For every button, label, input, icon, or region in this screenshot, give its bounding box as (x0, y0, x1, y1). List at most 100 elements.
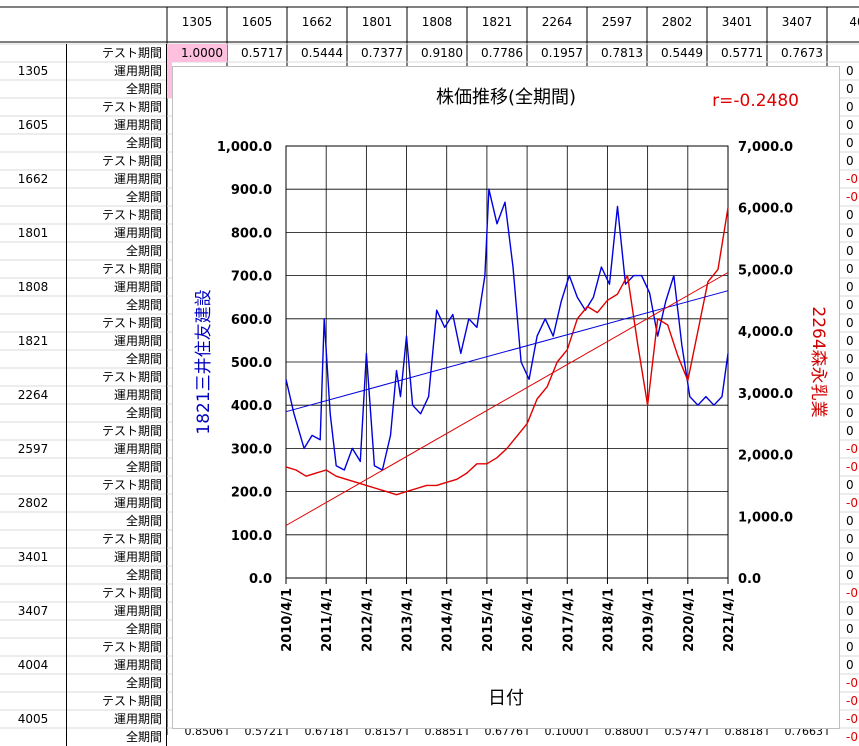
period-label[interactable]: テスト期間 (67, 368, 167, 386)
right-edge-value[interactable]: 0 (846, 352, 854, 366)
right-edge-value[interactable]: -0 (846, 442, 858, 456)
cell-value[interactable]: 0.7673 (781, 46, 823, 60)
period-label[interactable]: 運用期間 (67, 386, 167, 404)
bottom-cell-value[interactable]: 0.1000 (544, 726, 584, 738)
period-label[interactable]: 運用期間 (67, 224, 167, 242)
right-edge-value[interactable]: 0 (846, 100, 854, 114)
row-group-label-3401[interactable]: 3401 (0, 530, 67, 584)
right-edge-value[interactable]: 0 (846, 658, 854, 672)
period-label[interactable]: 運用期間 (67, 656, 167, 674)
period-label[interactable]: 全期間 (67, 242, 167, 260)
chart-panel[interactable]: 株価推移(全期間) r=-0.2480 0.0 100.0 200.0 300.0 40… (172, 66, 840, 729)
bottom-cell-value[interactable]: 0.8506 (184, 726, 224, 738)
period-label[interactable]: テスト期間 (67, 206, 167, 224)
column-header-1662[interactable]: 1662 (301, 15, 333, 29)
period-label[interactable]: テスト期間 (67, 422, 167, 440)
period-label[interactable]: 全期間 (67, 566, 167, 584)
period-label[interactable]: 全期間 (67, 188, 167, 206)
row-group-label-4005[interactable]: 4005 (0, 692, 67, 746)
row-group-label-2264[interactable]: 2264 (0, 368, 67, 422)
period-label[interactable]: 全期間 (67, 620, 167, 638)
period-label[interactable]: テスト期間 (67, 98, 167, 116)
cell-value[interactable]: 0.9180 (421, 46, 463, 60)
bottom-cell-value[interactable]: 0.6718 (304, 726, 344, 738)
period-label[interactable]: テスト期間 (67, 314, 167, 332)
right-edge-value[interactable]: 0 (846, 514, 854, 528)
column-header-3407[interactable]: 3407 (781, 15, 813, 29)
cell-value[interactable]: 0.1957 (541, 46, 583, 60)
period-label[interactable]: 運用期間 (67, 494, 167, 512)
right-edge-value[interactable]: -0 (846, 712, 858, 726)
period-label[interactable]: 全期間 (67, 350, 167, 368)
corner-col-label[interactable] (110, 8, 165, 26)
period-label[interactable]: テスト期間 (67, 476, 167, 494)
bottom-cell-value[interactable]: 0.8851 (424, 726, 464, 738)
cell-value[interactable]: 1.0000 (167, 44, 227, 62)
period-label[interactable]: テスト期間 (67, 692, 167, 710)
column-header-2802[interactable]: 2802 (661, 15, 693, 29)
right-edge-value[interactable]: 0 (846, 64, 854, 78)
column-header-1605[interactable]: 1605 (241, 15, 273, 29)
period-label[interactable]: テスト期間 (67, 260, 167, 278)
bottom-cell-value[interactable]: 0.5721 (244, 726, 284, 738)
row-group-label-1662[interactable]: 1662 (0, 152, 67, 206)
corner-row-label[interactable] (2, 24, 68, 42)
right-edge-value[interactable]: 0 (846, 118, 854, 132)
column-header-1821[interactable]: 1821 (481, 15, 513, 29)
cell-value[interactable]: 0.7786 (481, 46, 523, 60)
right-edge-value[interactable]: 0 (846, 154, 854, 168)
column-header-2597[interactable]: 2597 (601, 15, 633, 29)
right-edge-value[interactable]: 0 (846, 82, 854, 96)
row-group-label-1605[interactable]: 1605 (0, 98, 67, 152)
right-edge-value[interactable]: -0 (846, 676, 858, 690)
period-label[interactable]: 運用期間 (67, 170, 167, 188)
period-label[interactable]: 運用期間 (67, 116, 167, 134)
cell-value[interactable]: 0.7377 (361, 46, 403, 60)
bottom-cell-value[interactable]: 0.8157 (364, 726, 404, 738)
period-label[interactable]: テスト期間 (67, 584, 167, 602)
period-label[interactable]: テスト期間 (67, 638, 167, 656)
right-edge-value[interactable]: -0 (846, 694, 858, 708)
cell-value[interactable]: 0.5771 (721, 46, 763, 60)
row-group-label-1801[interactable]: 1801 (0, 206, 67, 260)
row-group-label-4004[interactable]: 4004 (0, 638, 67, 692)
period-label[interactable]: 全期間 (67, 80, 167, 98)
period-label[interactable]: 全期間 (67, 512, 167, 530)
right-edge-value[interactable]: 0 (846, 622, 854, 636)
right-edge-value[interactable]: 0 (846, 136, 854, 150)
right-edge-value[interactable]: 0 (846, 208, 854, 222)
bottom-cell-value[interactable]: 0.8800 (604, 726, 644, 738)
row-group-label-1305[interactable]: 1305 (0, 44, 67, 98)
highlight-strip[interactable] (167, 62, 172, 98)
row-group-label-2802[interactable]: 2802 (0, 476, 67, 530)
right-edge-value[interactable]: 0 (846, 532, 854, 546)
period-label[interactable]: テスト期間 (67, 530, 167, 548)
period-label[interactable]: 全期間 (67, 404, 167, 422)
bottom-cell-value[interactable]: 0.6776 (484, 726, 524, 738)
right-edge-value[interactable]: 0 (846, 316, 854, 330)
right-edge-value[interactable]: -0 (846, 460, 858, 474)
cell-value[interactable]: 0.5449 (661, 46, 703, 60)
period-label[interactable]: 全期間 (67, 296, 167, 314)
bottom-cell-value[interactable]: 0.5747 (664, 726, 704, 738)
right-edge-value[interactable]: 0 (846, 478, 854, 492)
right-edge-value[interactable]: -0 (846, 190, 858, 204)
column-header-1808[interactable]: 1808 (421, 15, 453, 29)
bottom-cell-value[interactable]: 0.7663 (784, 726, 824, 738)
period-label[interactable]: 運用期間 (67, 710, 167, 728)
right-edge-value[interactable]: 0 (846, 334, 854, 348)
right-edge-value[interactable]: 0 (846, 568, 854, 582)
period-label[interactable]: 運用期間 (67, 62, 167, 80)
column-header-1305[interactable]: 1305 (181, 15, 213, 29)
period-label[interactable]: 運用期間 (67, 602, 167, 620)
right-edge-value[interactable]: 0 (846, 604, 854, 618)
right-edge-value[interactable]: 0 (846, 280, 854, 294)
right-edge-value[interactable]: 0 (846, 640, 854, 654)
cell-value[interactable]: 0.5717 (241, 46, 283, 60)
right-edge-value[interactable]: 0 (846, 244, 854, 258)
right-edge-value[interactable]: 0 (846, 424, 854, 438)
column-header-3401[interactable]: 3401 (721, 15, 753, 29)
cell-value[interactable]: 0.5444 (301, 46, 343, 60)
right-edge-value[interactable]: -0 (846, 586, 858, 600)
period-label[interactable]: テスト期間 (67, 152, 167, 170)
